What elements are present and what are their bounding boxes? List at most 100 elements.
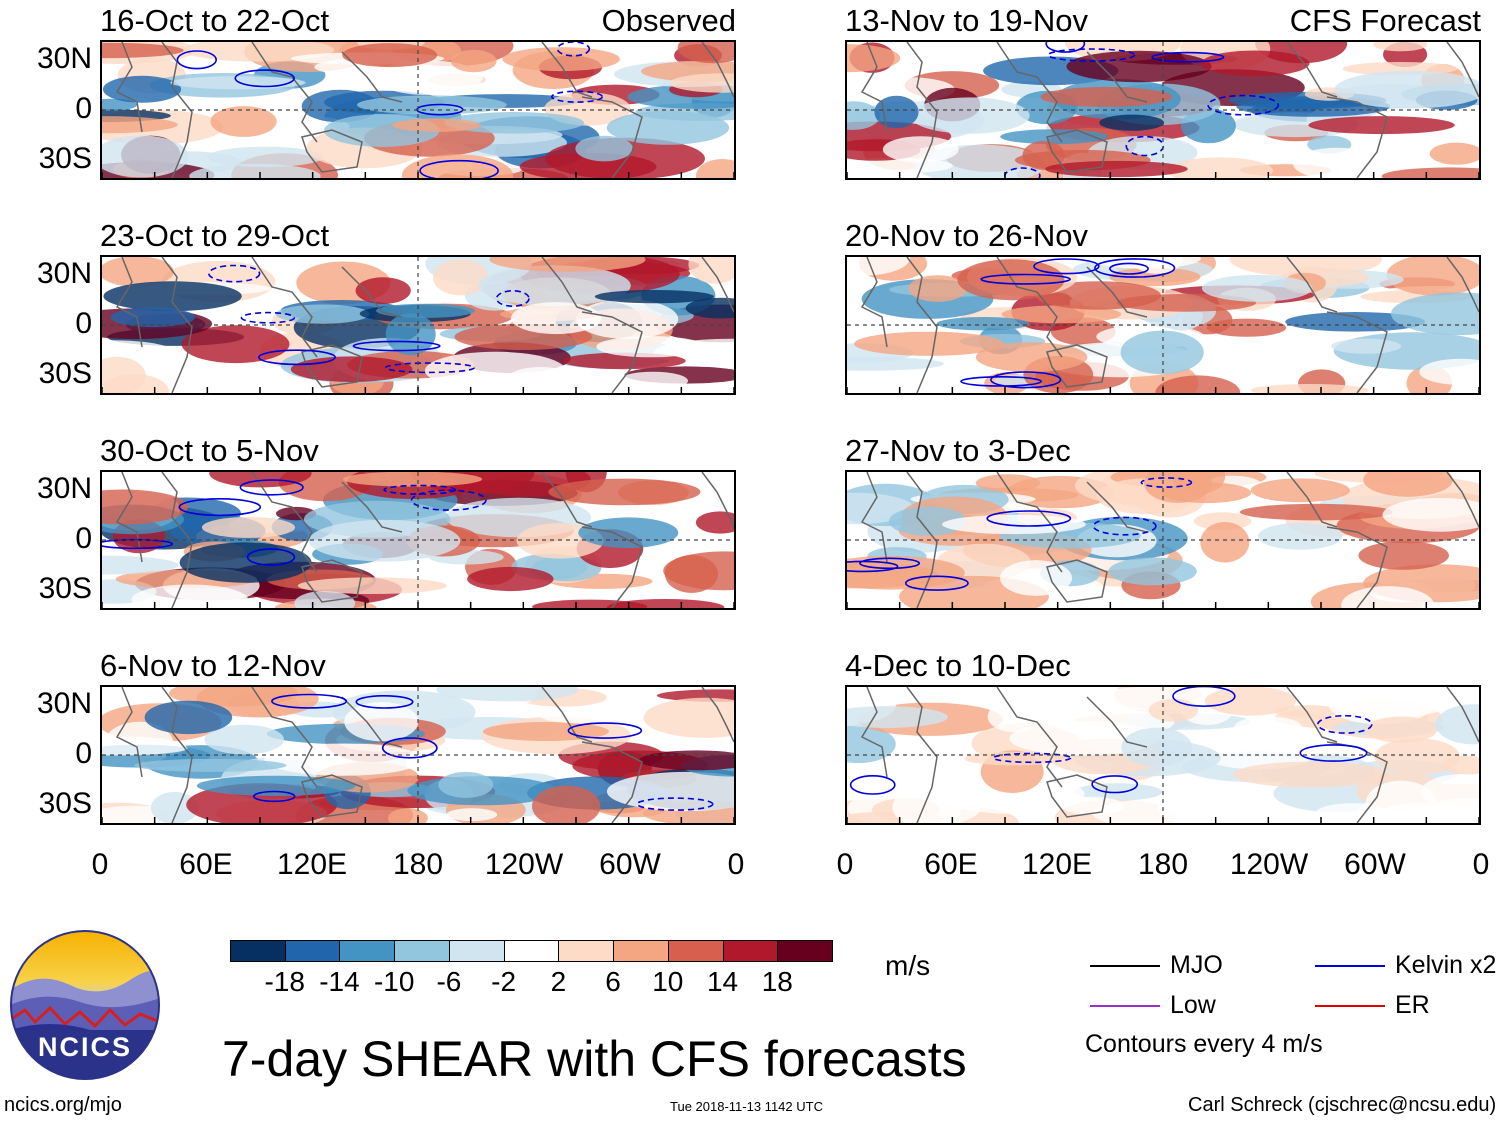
map-panel	[100, 40, 736, 180]
ncics-logo-graphic	[10, 930, 160, 1080]
coastline	[581, 526, 643, 608]
coastline	[341, 696, 403, 748]
kelvin-contour	[980, 273, 1071, 285]
shear-blob	[1293, 147, 1381, 178]
observed-label: Observed	[601, 3, 736, 38]
kelvin-contour	[419, 159, 499, 178]
shear-blob	[301, 89, 379, 123]
shear-blob	[436, 687, 579, 702]
shear-blob	[150, 791, 199, 823]
shear-blob	[685, 297, 734, 319]
x-tick-label: 120W	[484, 848, 564, 881]
shear-blob	[669, 73, 734, 93]
shear-blob	[102, 741, 188, 756]
coastline	[906, 42, 938, 178]
shear-blob	[438, 771, 494, 798]
footer-site-link[interactable]: ncics.org/mjo	[4, 1094, 122, 1116]
coastline	[301, 344, 363, 388]
kelvin-contour	[550, 90, 603, 103]
y-tick-label: 0	[75, 522, 92, 555]
x-tick-label: 0	[1472, 848, 1490, 881]
shear-blob	[1258, 522, 1343, 550]
shear-blob	[308, 519, 461, 562]
shear-blob	[210, 106, 277, 137]
coastline	[541, 472, 593, 528]
kelvin-contour	[258, 349, 337, 366]
coastline	[161, 472, 193, 608]
panel-title: 27-Nov to 3-Dec	[845, 433, 1071, 468]
legend-label: Kelvin x2	[1395, 951, 1497, 979]
footer-credit: Carl Schreck (cjschrec@ncsu.edu)	[1188, 1094, 1497, 1116]
shear-blob	[1250, 384, 1369, 393]
shear-blob	[1120, 330, 1204, 375]
coastline	[1086, 696, 1148, 748]
colorbar-tick-label: 2	[550, 966, 567, 997]
shear-blob	[1273, 705, 1343, 718]
footer-timestamp: Tue 2018-11-13 1142 UTC	[670, 1099, 823, 1114]
shear-blob	[1109, 267, 1201, 287]
coastline	[860, 687, 888, 778]
coastline	[1446, 42, 1479, 98]
legend-swatch	[1315, 965, 1385, 967]
logo-text: NCICS	[37, 1032, 132, 1062]
colorbar-tick-label: -2	[491, 966, 517, 997]
coastline	[996, 472, 1063, 573]
shear-blob	[643, 697, 734, 738]
shear-blob	[957, 259, 1065, 301]
coastline	[581, 311, 643, 393]
shear-blob	[1250, 478, 1350, 503]
shear-blob	[987, 700, 1042, 733]
x-tick-label: 0	[836, 848, 854, 881]
map-panel	[845, 470, 1481, 610]
kelvin-contour	[352, 340, 441, 352]
kelvin-contour	[556, 42, 591, 57]
kelvin-contour	[1109, 262, 1149, 275]
coastline	[115, 257, 143, 348]
coastline	[115, 42, 143, 133]
map-panel	[845, 685, 1481, 825]
kelvin-contour	[1091, 775, 1139, 794]
shear-blob	[1166, 157, 1273, 178]
shear-blob	[1188, 592, 1332, 608]
shear-blob	[1420, 774, 1479, 810]
shear-blob	[677, 42, 734, 64]
shear-blob	[888, 506, 967, 536]
shear-blob	[489, 257, 646, 272]
shear-field	[847, 257, 1479, 393]
coastline	[341, 266, 403, 318]
y-tick-label: 30N	[36, 471, 92, 505]
coastline	[996, 687, 1063, 788]
shear-blob	[1108, 557, 1197, 586]
kelvin-contour	[847, 560, 899, 573]
shear-blob	[1000, 560, 1072, 596]
colorbar-tick-label: -10	[373, 966, 415, 997]
shear-blob	[1009, 721, 1158, 756]
kelvin-contour	[849, 775, 896, 795]
shear-blob	[1419, 358, 1479, 385]
shear-blob	[344, 702, 419, 742]
kelvin-contour	[905, 575, 969, 591]
y-tick-label: 30S	[38, 357, 92, 391]
shear-blob	[102, 116, 178, 134]
shear-blob	[189, 163, 321, 178]
kelvin-contour	[239, 479, 304, 496]
kelvin-contour	[1033, 258, 1100, 275]
panel-title: 16-Oct to 22-Oct	[100, 3, 330, 38]
shear-blob	[847, 706, 948, 728]
shear-blob	[1200, 522, 1250, 563]
legend-label: ER	[1395, 991, 1430, 1019]
coastline	[906, 687, 938, 823]
kelvin-contour	[384, 362, 476, 374]
coastline	[1046, 559, 1108, 603]
coastline	[906, 472, 938, 608]
panel-title: 23-Oct to 29-Oct	[100, 218, 330, 253]
y-tick-label: 30S	[38, 787, 92, 821]
coastline	[581, 96, 643, 178]
coastline	[1446, 472, 1479, 528]
coastline	[301, 774, 363, 818]
coastline	[341, 51, 403, 103]
coastline	[701, 42, 734, 98]
coastline	[161, 257, 193, 393]
kelvin-contour	[383, 484, 457, 495]
kelvin-contour	[859, 557, 921, 570]
